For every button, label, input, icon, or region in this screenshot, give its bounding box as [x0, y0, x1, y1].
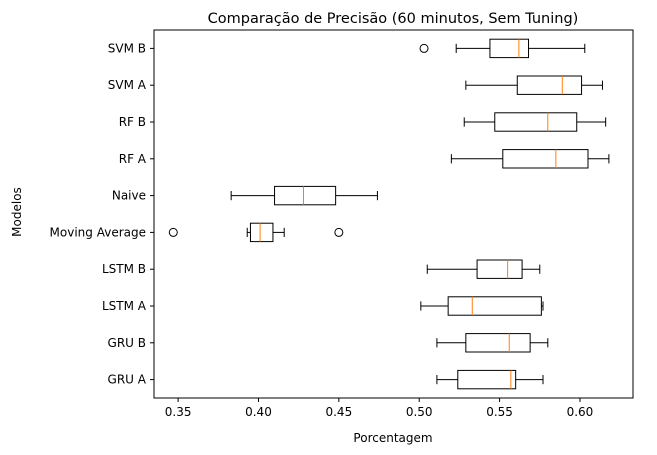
outlier-moving-average-1 — [334, 227, 344, 237]
x-tick-label-1: 0.40 — [245, 405, 272, 419]
box-lstm-b — [476, 259, 523, 279]
box-rf-b — [494, 112, 578, 132]
x-tick-label-0: 0.35 — [165, 405, 192, 419]
plot-area: GRU A GRU B LSTM A LSTM B Moving Average Naiv… — [50, 29, 634, 419]
chart-title: Comparação de Precisão (60 minutos, Sem … — [208, 11, 579, 27]
y-axis-label: Modelos — [10, 187, 24, 237]
plot-frame — [153, 29, 634, 399]
y-tick-label-svm-a: SVM A — [108, 78, 147, 92]
y-tick-label-rf-a: RF A — [119, 152, 147, 166]
box-lstm-a — [447, 296, 542, 316]
x-tick-label-2: 0.45 — [325, 405, 352, 419]
x-tick-label-4: 0.55 — [486, 405, 513, 419]
x-tick-label-3: 0.50 — [406, 405, 433, 419]
outlier-svm-b-0 — [419, 43, 429, 53]
y-tick-label-moving-average: Moving Average — [50, 225, 146, 239]
box-gru-a — [457, 369, 517, 390]
x-tick-label-5: 0.60 — [567, 405, 594, 419]
box-svm-a — [516, 75, 583, 95]
box-svm-b — [489, 38, 530, 59]
y-tick-label-svm-b: SVM B — [108, 41, 146, 55]
box-rf-a — [502, 149, 589, 169]
y-tick-label-lstm-a: LSTM A — [102, 299, 147, 313]
box-gru-b — [465, 333, 531, 353]
outlier-moving-average-0 — [168, 227, 178, 237]
y-tick-label-gru-b: GRU B — [108, 336, 146, 350]
box-moving-average — [249, 222, 274, 243]
y-tick-label-gru-a: GRU A — [108, 373, 147, 387]
y-tick-label-rf-b: RF B — [119, 115, 146, 129]
box-naive — [274, 185, 337, 206]
y-tick-label-naive: Naive — [112, 189, 146, 203]
y-tick-label-lstm-b: LSTM B — [102, 262, 146, 276]
x-axis-label: Porcentagem — [353, 431, 432, 445]
